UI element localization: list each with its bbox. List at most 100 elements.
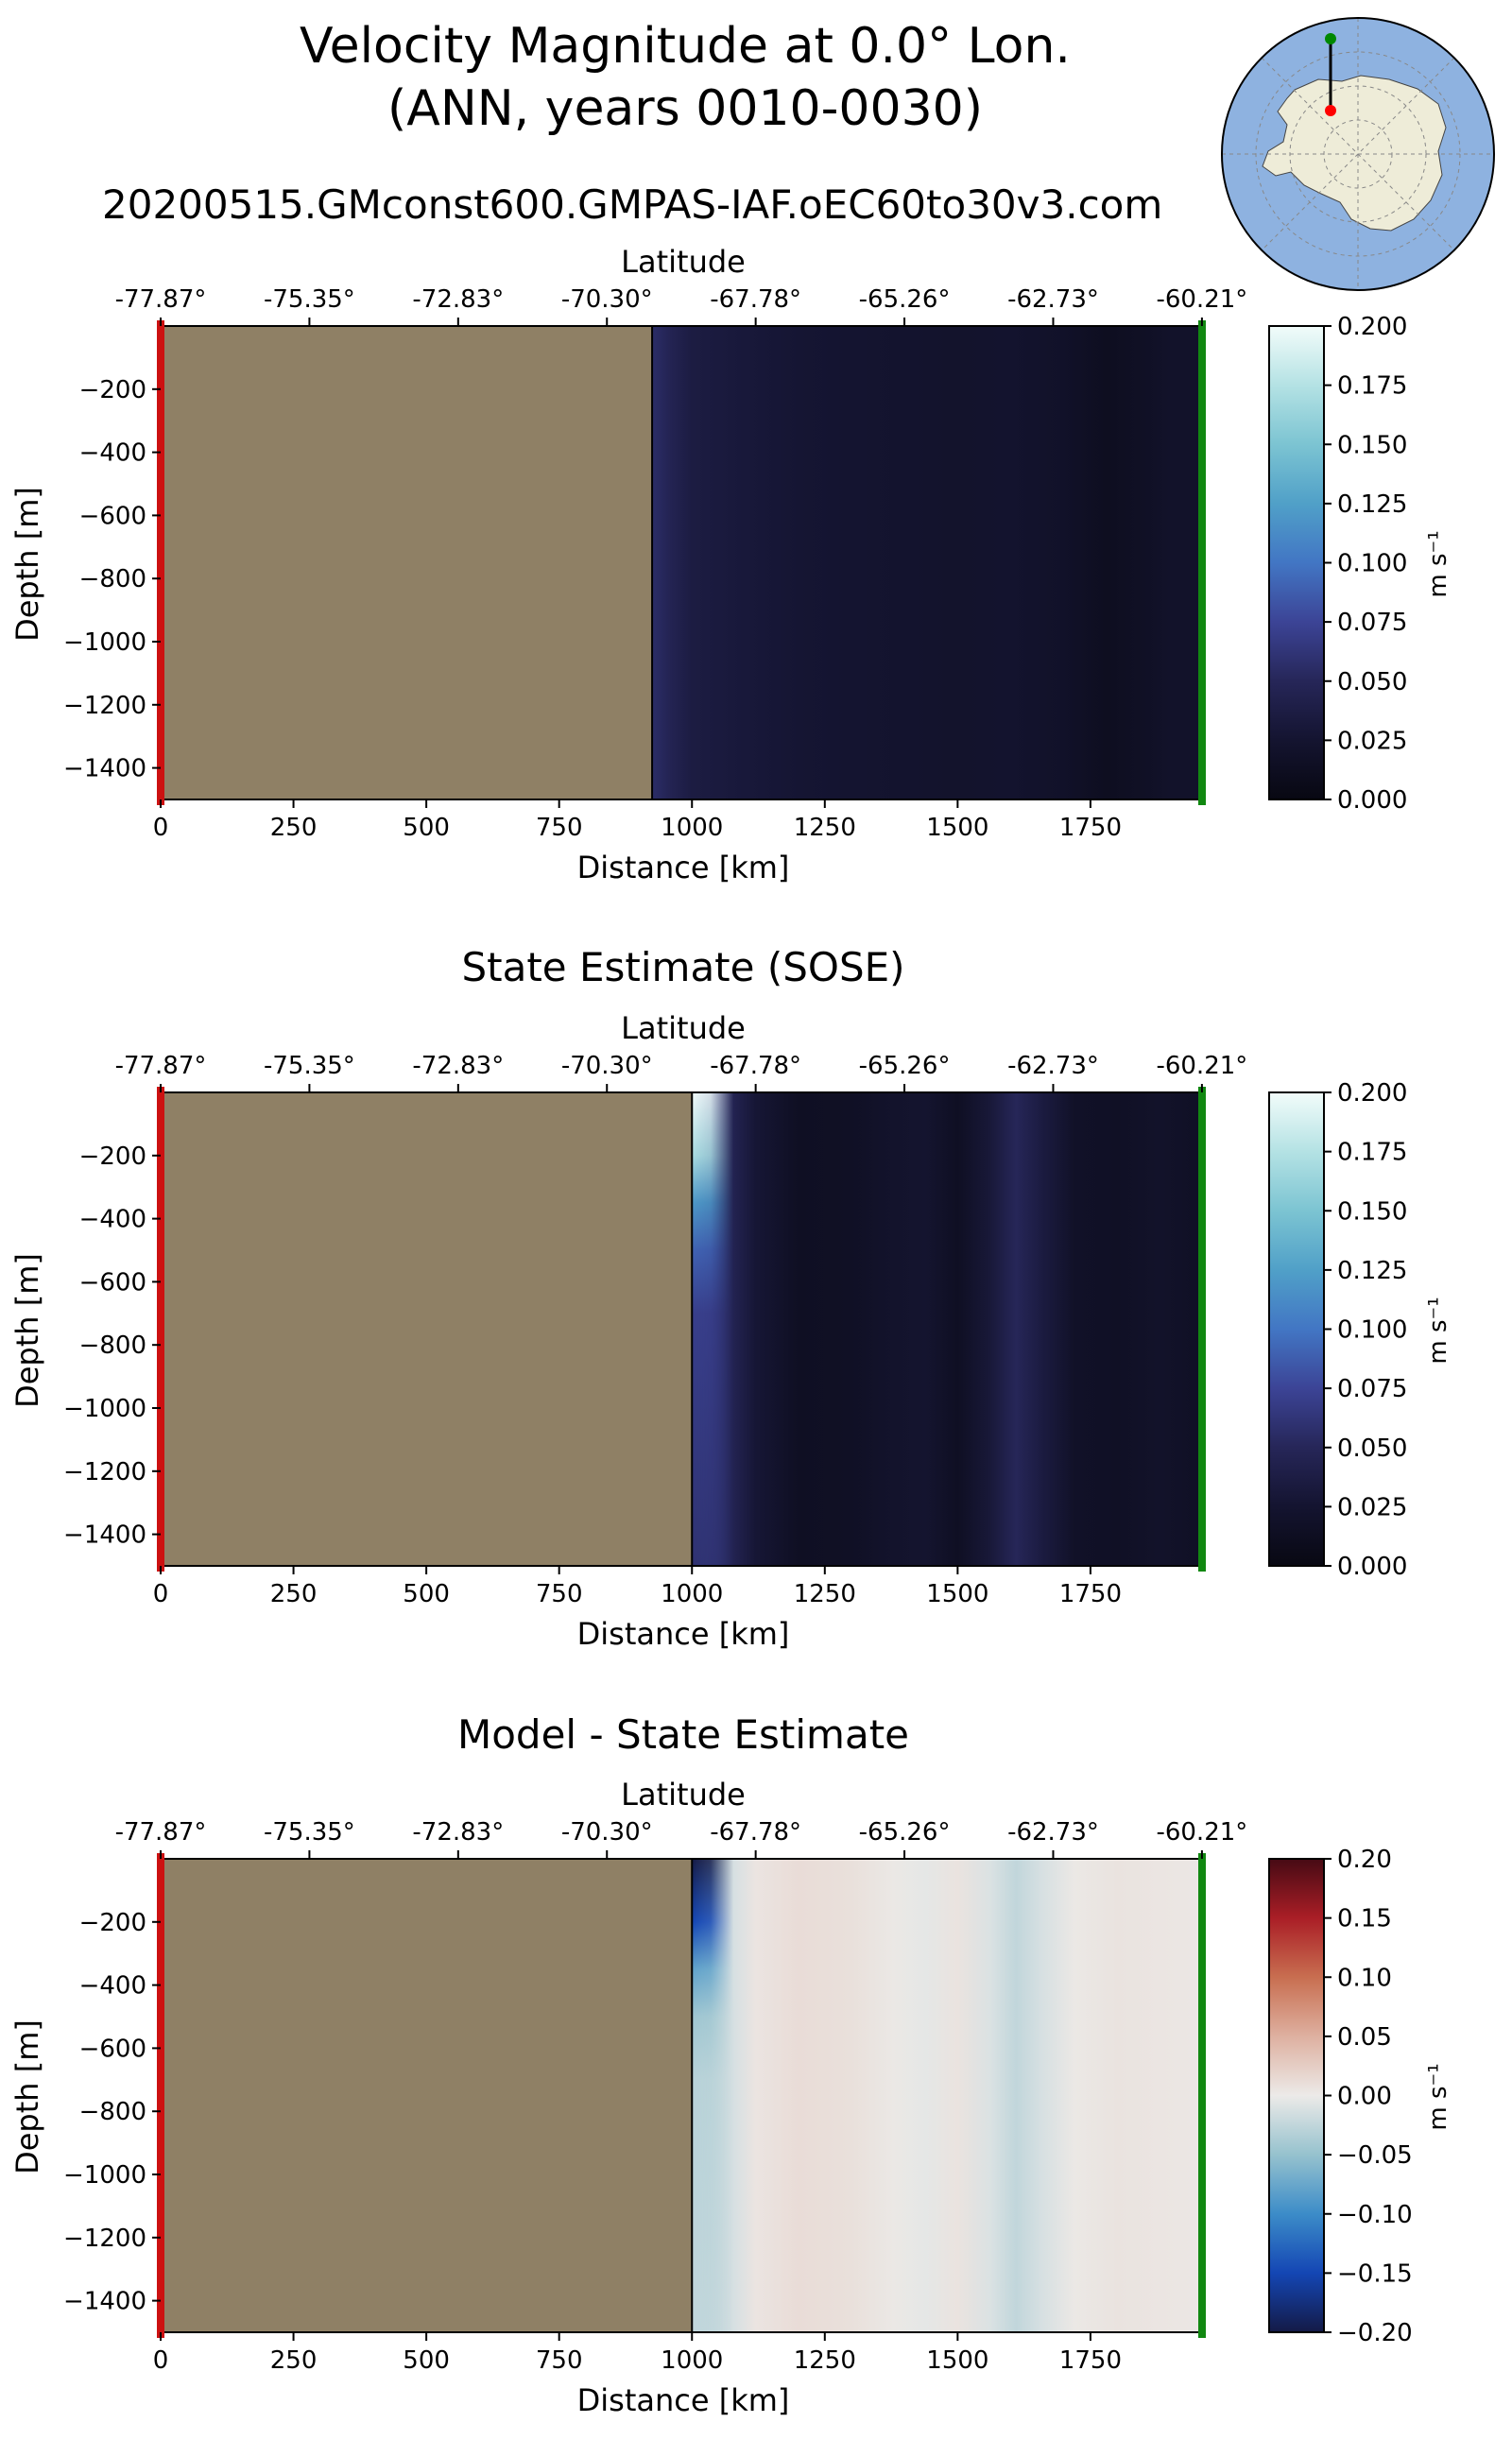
panel-1-xlabel: Distance [km] [577,850,790,885]
colorbar-tick-label: 0.075 [1337,609,1407,637]
panel-3-xlabel: Distance [km] [577,2382,790,2418]
panel-2-labels: Latitude Distance [km] Depth [m] [9,1010,789,1652]
latitude-tick-label: -62.73° [1007,1818,1099,1847]
colorbar-tick-label: 0.15 [1337,1905,1392,1933]
x-tick-label: 1500 [926,2346,988,2375]
panel-1-velocity-field [652,326,1202,799]
colorbar-tick-label: −0.15 [1337,2259,1413,2288]
colorbar-tick-label: 0.000 [1337,786,1407,815]
latitude-tick-label: -77.87° [115,1052,207,1080]
panel-3-land [161,1859,693,2332]
map-border [1221,17,1495,291]
latitude-tick-label: -65.26° [859,285,951,314]
colorbar-tick-label: 0.150 [1337,1197,1407,1226]
y-tick-label: −200 [79,1143,146,1171]
panel-2-title: State Estimate (SOSE) [461,944,904,990]
y-tick-label: −400 [79,439,146,468]
x-tick-label: 250 [270,814,318,842]
panel-1-land [161,326,653,799]
y-tick-label: −1400 [63,2288,146,2316]
y-tick-label: −1200 [63,1458,146,1486]
colorbar-2-label: m s⁻¹ [1424,1297,1452,1364]
x-tick-label: 750 [536,814,583,842]
y-tick-label: −1200 [63,2225,146,2253]
y-tick-label: −800 [79,1332,146,1360]
colorbar-tick-label: 0.050 [1337,668,1407,696]
latitude-tick-label: -65.26° [859,1818,951,1847]
latitude-tick-label: -67.78° [710,285,801,314]
latitude-tick-label: -62.73° [1007,1052,1099,1080]
y-tick-label: −1400 [63,755,146,783]
x-tick-label: 250 [270,1580,318,1608]
x-tick-label: 1250 [794,2346,856,2375]
colorbar-tick-label: 0.10 [1337,1964,1392,1992]
latitude-tick-label: -72.83° [412,1818,504,1847]
panel-1-colorbar [1268,325,1325,800]
latitude-tick-label: -60.21° [1156,285,1247,314]
panel-1-end-marker [1198,320,1206,805]
colorbar-tick-label: 0.025 [1337,1493,1407,1521]
panel-3-labels: Latitude Distance [km] Depth [m] [9,1777,789,2418]
latitude-tick-label: -77.87° [115,1818,207,1847]
colorbar-tick-label: 0.000 [1337,1553,1407,1581]
colorbar-tick-label: 0.100 [1337,1316,1407,1345]
latitude-tick-label: -60.21° [1156,1818,1247,1847]
panel-1-start-marker [157,320,164,805]
panel-2-ylabel: Depth [m] [9,1253,45,1408]
panel-2-land [161,1092,693,1566]
x-tick-label: 1000 [661,2346,723,2375]
latitude-tick-label: -70.30° [561,1052,653,1080]
x-tick-label: 0 [153,814,169,842]
x-tick-label: 1750 [1059,2346,1122,2375]
colorbar-tick-label: 0.125 [1337,490,1407,519]
panel-1-labels: Latitude Distance [km] Depth [m] [9,244,789,885]
panel-3-title: Model - State Estimate [457,1711,909,1758]
y-tick-label: −1000 [63,2161,146,2190]
colorbar-tick-label: 0.150 [1337,431,1407,459]
y-tick-label: −200 [79,376,146,404]
latitude-tick-label: -60.21° [1156,1052,1247,1080]
transect-start-marker [1325,105,1336,116]
x-tick-label: 1500 [926,814,988,842]
x-tick-label: 250 [270,2346,318,2375]
panel-1-latitude-label: Latitude [621,244,746,280]
x-tick-label: 1750 [1059,1580,1122,1608]
y-tick-label: −1200 [63,692,146,720]
figure-subtitle: 20200515.GMconst600.GMPAS-IAF.oEC60to30v… [102,181,1162,228]
panel-3-ylabel: Depth [m] [9,2019,45,2174]
x-tick-label: 500 [403,2346,450,2375]
colorbar-tick-label: 0.100 [1337,550,1407,578]
latitude-tick-label: -72.83° [412,1052,504,1080]
colorbar-tick-label: 0.075 [1337,1375,1407,1403]
x-tick-label: 1000 [661,814,723,842]
colorbar-tick-label: 0.125 [1337,1257,1407,1285]
y-tick-label: −1000 [63,1395,146,1423]
latitude-tick-label: -67.78° [710,1052,801,1080]
panel-1-ylabel: Depth [m] [9,487,45,642]
colorbar-tick-label: −0.20 [1337,2319,1413,2347]
panel-2-start-marker [157,1087,164,1572]
latitude-tick-label: -75.35° [264,1818,355,1847]
colorbar-tick-label: −0.05 [1337,2141,1413,2170]
colorbar-tick-label: 0.05 [1337,2023,1392,2052]
y-tick-label: −1000 [63,628,146,657]
latitude-tick-label: -75.35° [264,285,355,314]
colorbar-3-label: m s⁻¹ [1424,2063,1452,2130]
latitude-tick-label: -70.30° [561,285,653,314]
x-tick-label: 1750 [1059,814,1122,842]
panel-2-xlabel: Distance [km] [577,1616,790,1652]
panels-layer: 0 250 500 750 1000 1250 1500 1750 −200 −400 −600 −8… [63,285,1413,2375]
inset-polar-map [1221,17,1495,291]
transect-end-marker [1325,33,1336,44]
colorbar-tick-label: 0.20 [1337,1846,1392,1874]
panel-2-slope-current [692,1092,734,1566]
latitude-tick-label: -65.26° [859,1052,951,1080]
x-tick-label: 500 [403,1580,450,1608]
figure-title-line1: Velocity Magnitude at 0.0° Lon. [300,18,1071,75]
y-tick-label: −800 [79,565,146,593]
latitude-tick-label: -77.87° [115,285,207,314]
panel-2: 0 250 500 750 1000 1250 1500 1750 −200 −400 −600 −8… [63,1052,1407,1608]
colorbar-tick-label: −0.10 [1337,2201,1413,2229]
panel-3-slope-current [692,1859,734,2332]
